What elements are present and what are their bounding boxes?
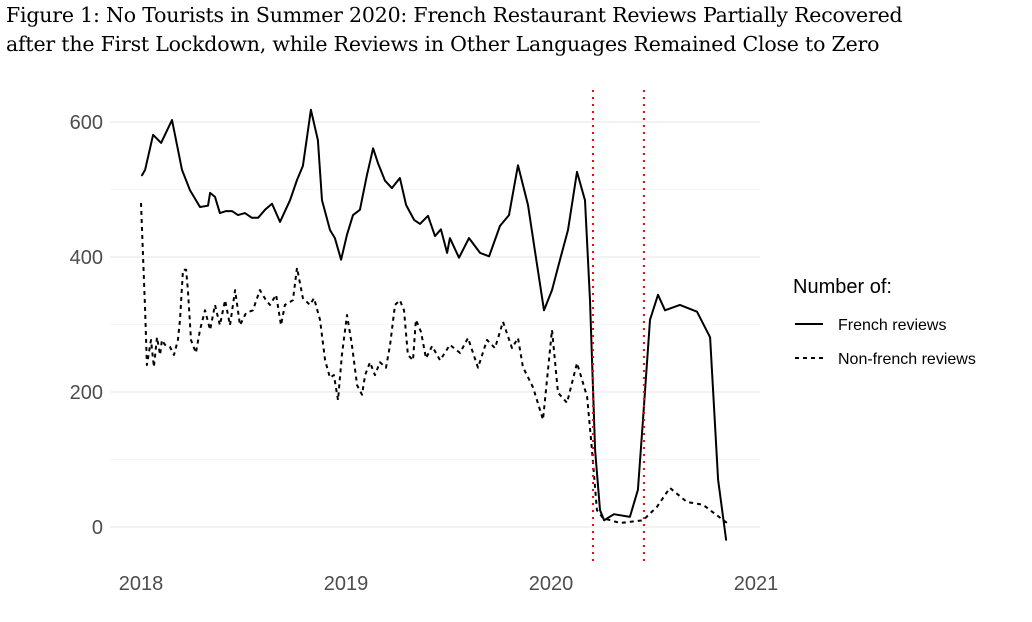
x-tick-label: 2018: [119, 573, 164, 595]
legend-label-non-french: Non-french reviews: [838, 351, 976, 368]
figure-title-line-2: after the First Lockdown, while Reviews …: [6, 32, 880, 56]
y-tick-label: 0: [92, 517, 103, 539]
y-axis-ticks: 0 200 400 600: [70, 112, 103, 539]
y-tick-label: 600: [70, 112, 103, 134]
y-tick-label: 400: [70, 247, 103, 269]
gridlines: [110, 121, 760, 528]
x-tick-label: 2020: [529, 573, 574, 595]
x-axis-ticks: 2018 2019 2020 2021: [119, 573, 779, 595]
series-line-french: [141, 108, 728, 541]
legend: Number of: French reviews Non-french rev…: [793, 276, 976, 368]
figure-title-line-1: Figure 1: No Tourists in Summer 2020: Fr…: [6, 3, 903, 27]
x-tick-label: 2021: [734, 573, 779, 595]
series-line-non-french: [140, 202, 728, 524]
legend-title: Number of:: [793, 276, 892, 298]
legend-label-french: French reviews: [838, 317, 946, 334]
lockdown-lines: [592, 90, 646, 562]
y-tick-label: 200: [70, 382, 103, 404]
x-tick-label: 2019: [324, 573, 369, 595]
series-lines: [140, 108, 728, 541]
